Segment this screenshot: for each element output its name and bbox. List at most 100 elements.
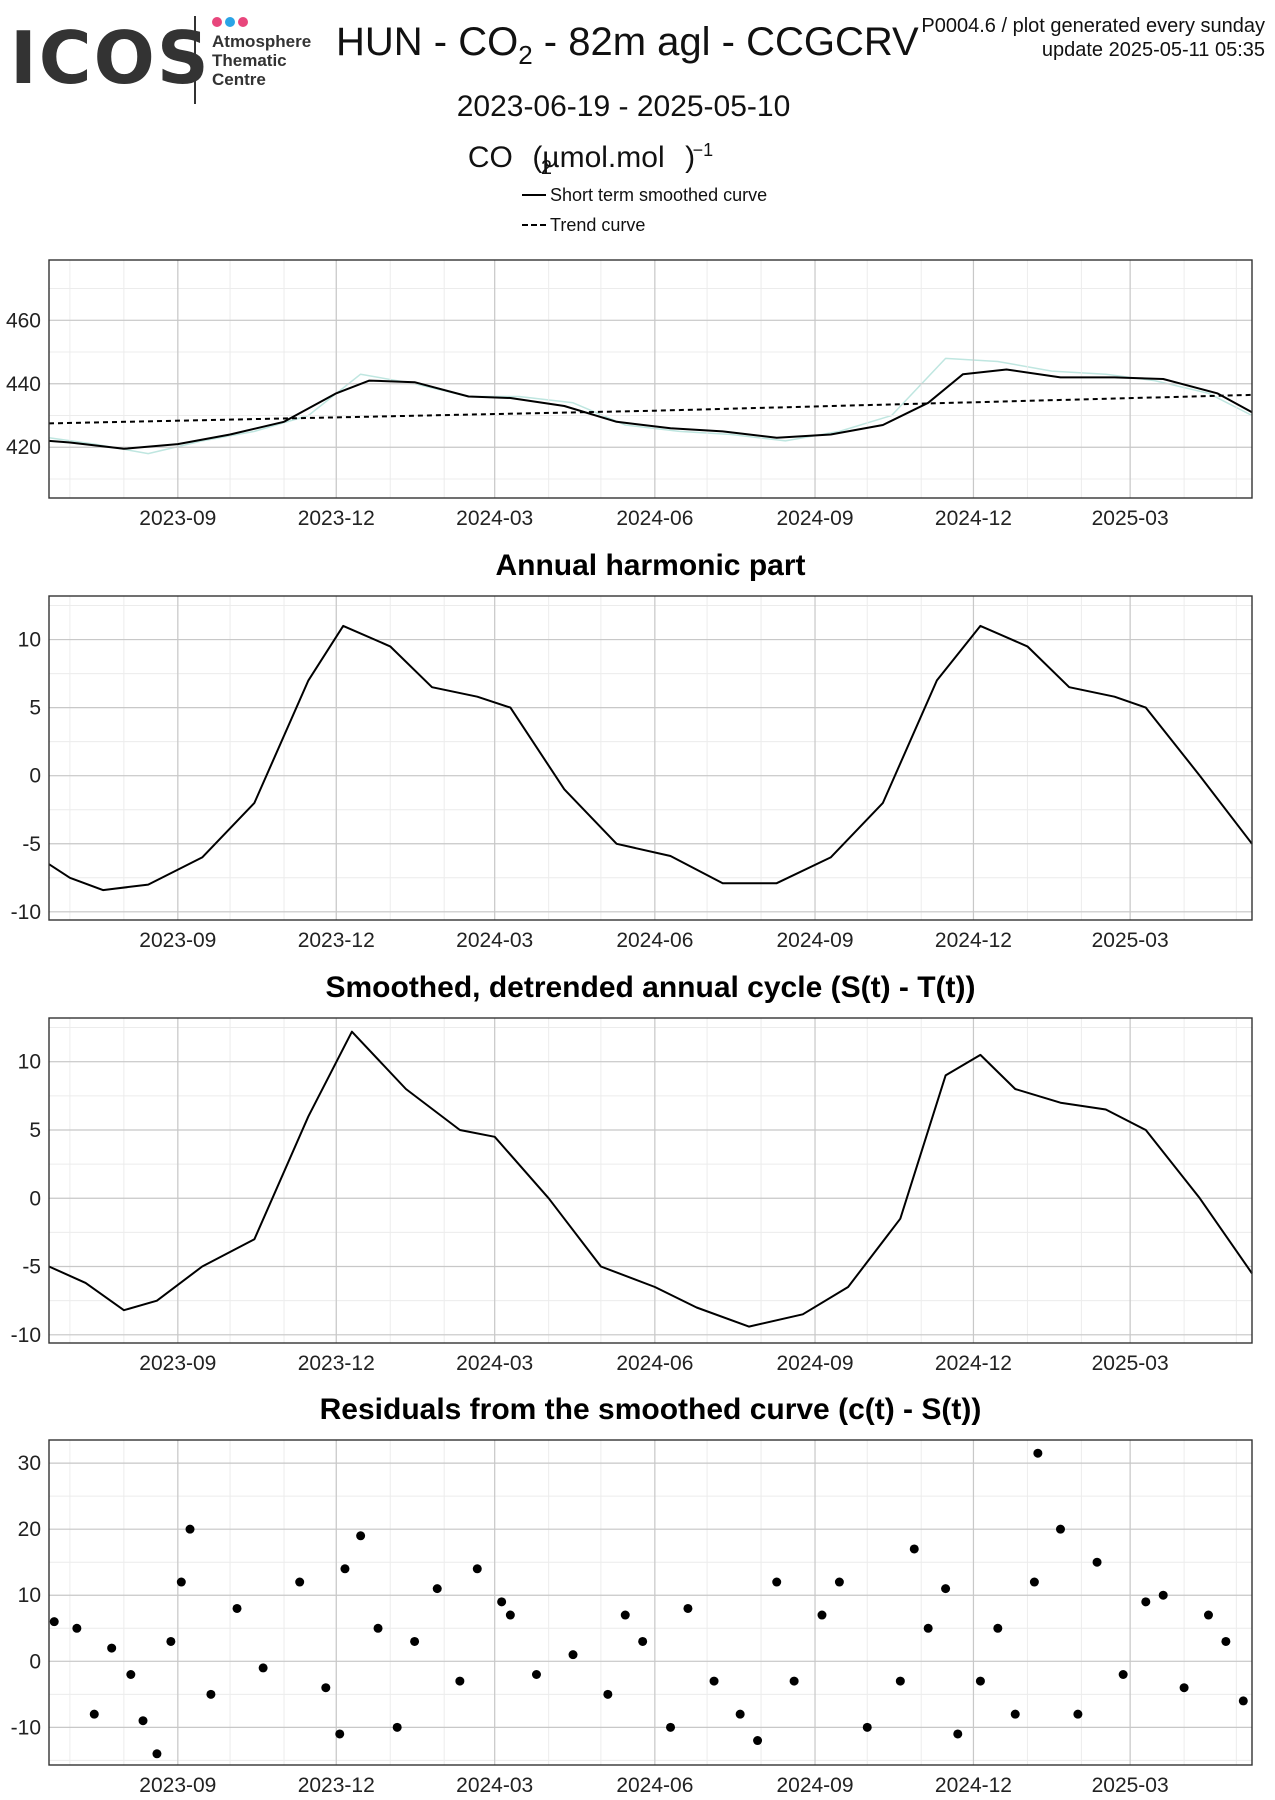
x-tick-label: 2024-06 [616, 1774, 693, 1797]
data-point [126, 1670, 136, 1680]
data-point [392, 1722, 402, 1732]
data-point [340, 1564, 350, 1574]
data-point [603, 1689, 613, 1699]
data-point [895, 1676, 905, 1686]
data-point [335, 1729, 345, 1739]
x-tick-label: 2023-09 [139, 929, 216, 952]
data-point [1179, 1683, 1189, 1693]
data-point [72, 1623, 82, 1633]
data-point [505, 1610, 515, 1620]
data-point [772, 1577, 782, 1587]
x-tick-label: 2024-12 [935, 507, 1012, 530]
x-tick-label: 2024-09 [776, 507, 853, 530]
title-main: HUN - CO [336, 20, 519, 64]
x-tick-label: 2023-12 [298, 507, 375, 530]
data-point [321, 1683, 331, 1693]
data-point [166, 1636, 176, 1646]
series-line [48, 624, 1253, 892]
y-tick-label: 0 [29, 765, 41, 788]
unit-sub: 2 [540, 157, 552, 179]
data-point [1092, 1557, 1102, 1567]
y-tick-label: 10 [18, 629, 41, 652]
legend-label-smoothed: Short term smoothed curve [550, 184, 768, 205]
panel-co2: 420 440 460 2023-09 2023-12 2024-03 2024-06 202… [6, 259, 1253, 530]
y-tick-label: 460 [6, 309, 41, 332]
logo-line-1: Atmosphere [212, 32, 312, 51]
x-tick-label: 2024-06 [616, 507, 693, 530]
panel-title: Annual harmonic part [495, 549, 805, 582]
data-point [568, 1650, 578, 1660]
meta-generated: P0004.6 / plot generated every sunday [921, 15, 1265, 37]
data-point [862, 1722, 872, 1732]
x-tick-label: 2024-03 [456, 1352, 533, 1375]
x-tick-label: 2024-09 [776, 1774, 853, 1797]
legend-label-trend: Trend curve [550, 214, 646, 235]
data-point [1055, 1524, 1065, 1534]
logo-dot [238, 17, 248, 27]
x-tick-label: 2024-09 [776, 929, 853, 952]
meta-update: update 2025-05-11 05:35 [1041, 39, 1265, 61]
plot-frame [48, 595, 1253, 921]
icos-logo: ICOS [10, 16, 211, 100]
x-tick-label: 2024-12 [935, 1774, 1012, 1797]
x-tick-label: 2023-09 [139, 1774, 216, 1797]
data-point [709, 1676, 719, 1686]
y-tick-label: 420 [6, 436, 41, 459]
panel-detrended: -10 -5 0 5 10 2023-09 2023-12 2024-03 2024-06 202… [11, 971, 1253, 1375]
logo-dots [212, 14, 251, 32]
y-tick-label: -10 [11, 901, 41, 924]
y-tick-label: 10 [18, 1051, 41, 1074]
logo-subtitle: Atmosphere Thematic Centre [212, 32, 311, 89]
data-point [1141, 1597, 1151, 1607]
y-tick-label: 30 [18, 1452, 41, 1475]
unit-mid: (µmol.mol [523, 141, 665, 174]
data-point [1221, 1636, 1231, 1646]
title-subscript: 2 [518, 40, 533, 70]
x-tick-label: 2024-12 [935, 929, 1012, 952]
x-tick-label: 2024-03 [456, 1774, 533, 1797]
data-point [1118, 1670, 1128, 1680]
data-point [185, 1524, 195, 1534]
y-tick-label: 5 [29, 697, 41, 720]
unit-pre: CO [467, 141, 513, 174]
data-point [1158, 1590, 1168, 1600]
trend-line [48, 393, 1253, 425]
data-point [789, 1676, 799, 1686]
title-rest: - 82m agl - CCGCRV [532, 20, 919, 64]
x-tick-label: 2024-12 [935, 1352, 1012, 1375]
x-tick-label: 2025-03 [1092, 929, 1169, 952]
data-point [206, 1689, 216, 1699]
legend-item-trend: Trend curve [522, 210, 767, 240]
x-tick-label: 2024-06 [616, 929, 693, 952]
x-tick-label: 2023-12 [298, 1352, 375, 1375]
unit-post: ) [685, 141, 696, 174]
y-tick-label: 10 [18, 1584, 41, 1607]
data-point [49, 1617, 59, 1627]
date-range: 2023-06-19 - 2025-05-10 [0, 90, 1275, 124]
data-point [817, 1610, 827, 1620]
data-point [258, 1663, 268, 1673]
panel-title: Residuals from the smoothed curve (c(t) … [320, 1393, 982, 1426]
data-point [834, 1577, 844, 1587]
legend-dashed-line [522, 224, 546, 226]
x-tick-label: 2023-09 [139, 1352, 216, 1375]
data-point [1029, 1577, 1039, 1587]
data-point [953, 1729, 963, 1739]
y-tick-label: -5 [22, 833, 41, 856]
unit-sup: −1 [692, 140, 714, 160]
data-point [1238, 1696, 1248, 1706]
y-tick-label: 5 [29, 1119, 41, 1142]
x-tick-label: 2024-03 [456, 929, 533, 952]
logo-line-3: Centre [212, 70, 266, 89]
data-point [152, 1749, 162, 1759]
x-tick-label: 2025-03 [1092, 1774, 1169, 1797]
date-range-text: 2023-06-19 - 2025-05-10 [456, 90, 791, 123]
x-tick-label: 2025-03 [1092, 1352, 1169, 1375]
logo-divider [194, 16, 196, 104]
panel-residuals: -10 0 10 20 30 2023-09 2023-12 2024-03 2024-06 20… [11, 1393, 1253, 1797]
x-tick-label: 2023-09 [139, 507, 216, 530]
data-point [472, 1564, 482, 1574]
data-point [1203, 1610, 1213, 1620]
data-point [455, 1676, 465, 1686]
data-point [975, 1676, 985, 1686]
